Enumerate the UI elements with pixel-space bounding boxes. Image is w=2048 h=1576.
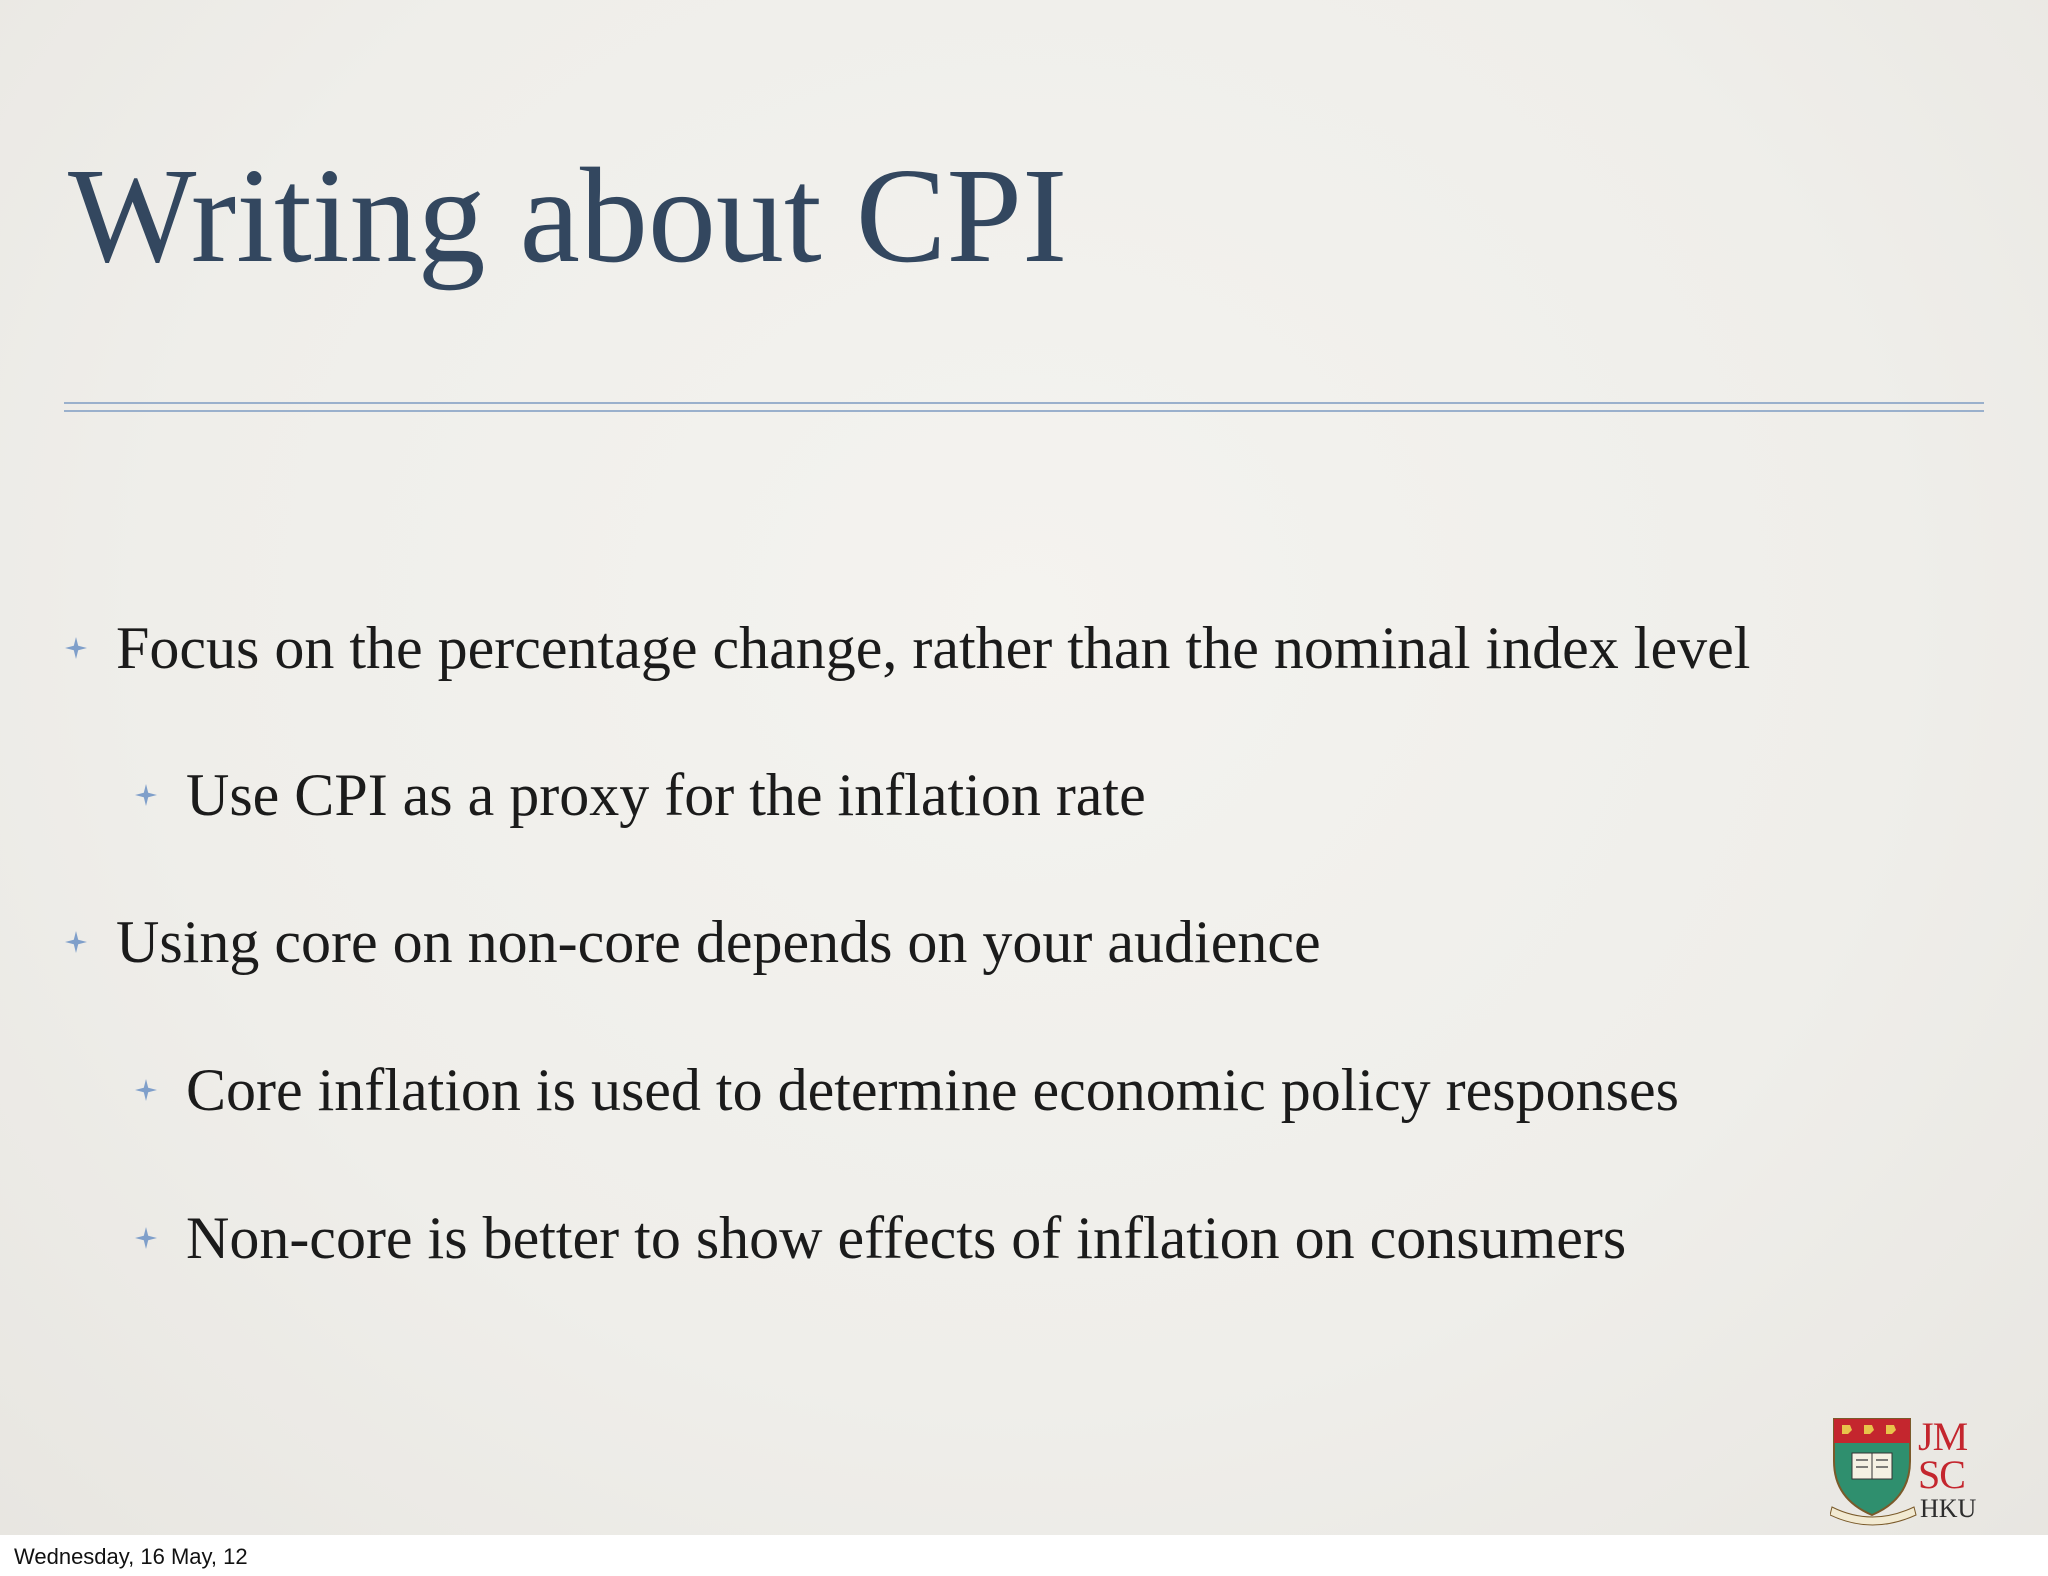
hku-crest-icon [1830, 1418, 1917, 1526]
four-point-star-icon [65, 637, 87, 659]
logo-line-jm: JM [1918, 1414, 1968, 1459]
footer-date: Wednesday, 16 May, 12 [14, 1544, 248, 1569]
bullet-item: Using core on non-core depends on your a… [64, 912, 1321, 972]
logo-line-hku: HKU [1920, 1494, 1977, 1523]
slide-title: Writing about CPI [68, 141, 1068, 291]
four-point-star-icon [135, 1079, 157, 1101]
sub-bullet-item: Use CPI as a proxy for the inflation rat… [134, 765, 1146, 825]
bullet-text: Non-core is better to show effects of in… [186, 1205, 1627, 1271]
slide: Writing about CPI Focus on the percentag… [0, 0, 2048, 1535]
four-point-star-icon [135, 1227, 157, 1249]
four-point-star-icon [135, 784, 157, 806]
jmsc-logo-text: JM SC [1918, 1414, 1968, 1497]
sub-bullet-item: Core inflation is used to determine econ… [134, 1060, 1679, 1120]
bullet-text: Focus on the percentage change, rather t… [116, 615, 1751, 681]
title-divider-top [64, 402, 1984, 404]
bullet-text: Use CPI as a proxy for the inflation rat… [186, 762, 1146, 828]
four-point-star-icon [65, 931, 87, 953]
sub-bullet-item: Non-core is better to show effects of in… [134, 1208, 1626, 1268]
logo-line-sc: SC [1918, 1452, 1966, 1497]
bullet-text: Core inflation is used to determine econ… [186, 1057, 1679, 1123]
bullet-item: Focus on the percentage change, rather t… [64, 618, 1750, 678]
bullet-text: Using core on non-core depends on your a… [116, 909, 1321, 975]
title-divider-bottom [64, 410, 1984, 412]
